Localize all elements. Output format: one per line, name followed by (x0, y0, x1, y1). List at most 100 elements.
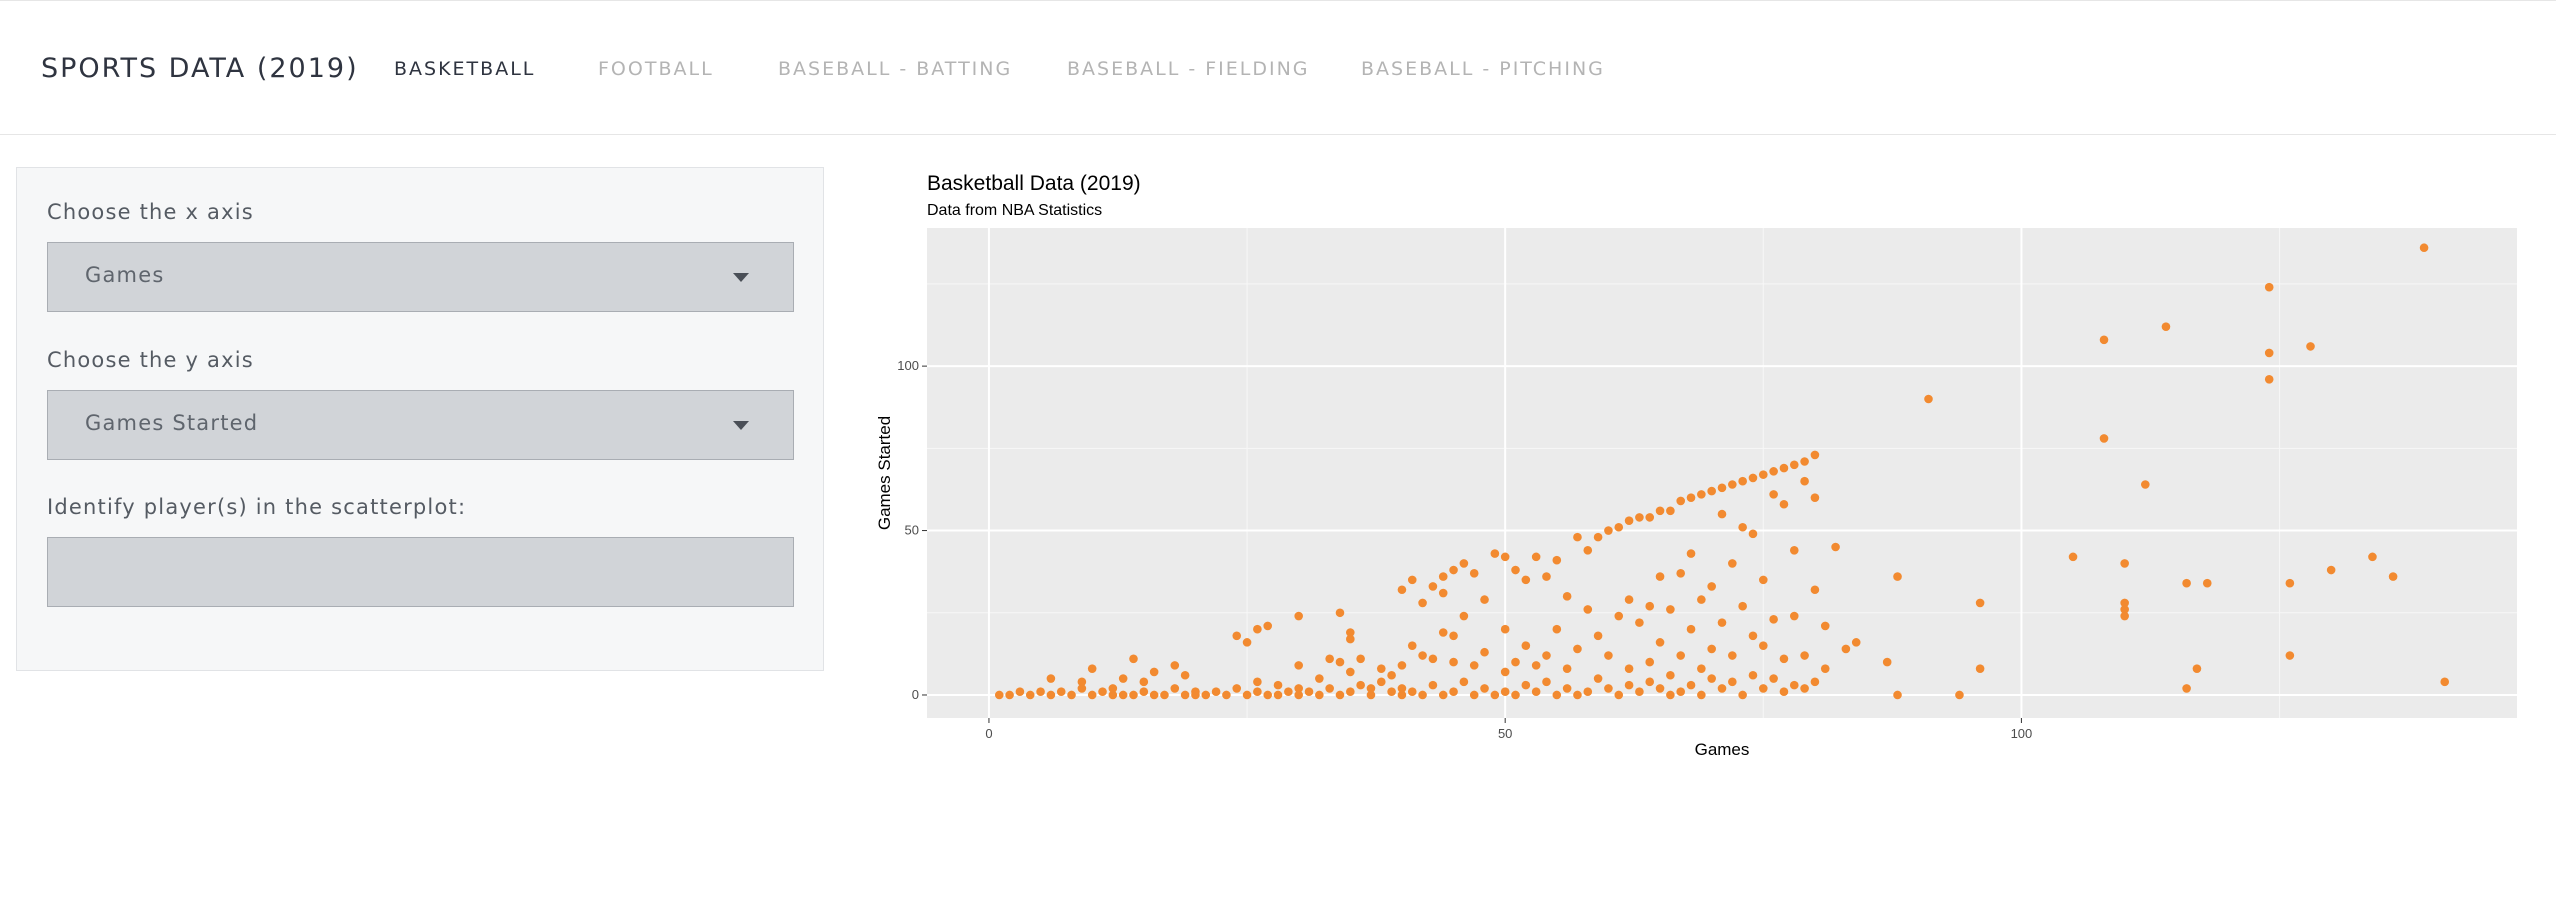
data-point[interactable] (1562, 684, 1572, 693)
data-point[interactable] (1593, 532, 1603, 542)
data-point[interactable] (2099, 434, 2109, 443)
data-point[interactable] (1511, 565, 1520, 575)
data-point[interactable] (2285, 651, 2295, 660)
data-point[interactable] (1583, 545, 1593, 555)
data-point[interactable] (1418, 598, 1427, 608)
data-point[interactable] (1325, 684, 1334, 693)
data-point[interactable] (1655, 506, 1665, 516)
data-point[interactable] (1438, 588, 1448, 598)
data-point[interactable] (1366, 684, 1376, 693)
data-point[interactable] (1593, 674, 1603, 683)
data-point[interactable] (1758, 684, 1768, 693)
data-point[interactable] (1604, 684, 1613, 693)
data-point[interactable] (1728, 677, 1737, 687)
data-point[interactable] (1820, 621, 1830, 631)
y-axis-select[interactable]: Games Started (47, 390, 794, 460)
data-point[interactable] (2285, 578, 2295, 588)
data-point[interactable] (1428, 654, 1438, 664)
data-point[interactable] (1459, 677, 1469, 687)
data-point[interactable] (1407, 575, 1417, 585)
data-point[interactable] (1686, 680, 1696, 690)
data-point[interactable] (2192, 664, 2202, 673)
data-point[interactable] (1118, 690, 1128, 700)
data-point[interactable] (1500, 552, 1510, 562)
data-point[interactable] (1779, 654, 1789, 664)
data-point[interactable] (1748, 529, 1758, 539)
data-point[interactable] (1624, 595, 1634, 604)
data-point[interactable] (2419, 243, 2429, 253)
data-point[interactable] (1697, 690, 1706, 700)
data-point[interactable] (1108, 684, 1118, 693)
data-point[interactable] (2306, 342, 2315, 351)
data-point[interactable] (1428, 680, 1438, 690)
data-point[interactable] (1666, 690, 1675, 700)
data-point[interactable] (1242, 638, 1252, 647)
data-point[interactable] (1542, 572, 1551, 581)
data-point[interactable] (1469, 569, 1479, 578)
data-point[interactable] (1335, 657, 1345, 667)
data-point[interactable] (1480, 647, 1489, 657)
data-point[interactable] (1645, 513, 1655, 522)
data-point[interactable] (1738, 690, 1747, 700)
data-point[interactable] (1129, 654, 1138, 664)
data-point[interactable] (1511, 690, 1520, 700)
data-point[interactable] (1294, 611, 1303, 621)
data-point[interactable] (2099, 335, 2109, 345)
data-point[interactable] (1418, 690, 1427, 700)
data-point[interactable] (1149, 690, 1159, 700)
data-point[interactable] (1356, 654, 1365, 664)
data-point[interactable] (1438, 572, 1448, 581)
data-point[interactable] (1511, 657, 1520, 667)
data-point[interactable] (1397, 585, 1407, 595)
data-point[interactable] (1635, 618, 1644, 627)
data-point[interactable] (1356, 680, 1365, 690)
data-point[interactable] (1273, 680, 1283, 690)
data-point[interactable] (1521, 575, 1531, 585)
data-point[interactable] (1542, 651, 1551, 660)
data-point[interactable] (1810, 493, 1820, 502)
data-point[interactable] (2440, 677, 2450, 687)
data-point[interactable] (1335, 608, 1345, 618)
data-point[interactable] (1614, 522, 1624, 532)
data-point[interactable] (1893, 572, 1902, 581)
data-point[interactable] (1552, 624, 1562, 634)
data-point[interactable] (1769, 615, 1778, 624)
identify-players-input[interactable] (48, 538, 793, 606)
data-point[interactable] (1366, 690, 1376, 700)
data-point[interactable] (1789, 611, 1799, 621)
data-point[interactable] (1376, 664, 1386, 673)
data-point[interactable] (1717, 483, 1727, 493)
data-point[interactable] (1087, 664, 1097, 673)
data-point[interactable] (1459, 611, 1469, 621)
scatterplot[interactable]: Basketball Data (2019) Data from NBA Sta… (870, 160, 2530, 760)
data-point[interactable] (1387, 670, 1396, 680)
data-point[interactable] (1170, 661, 1180, 670)
data-point[interactable] (2120, 598, 2129, 608)
data-point[interactable] (1056, 687, 1066, 696)
data-point[interactable] (1552, 690, 1562, 700)
data-point[interactable] (1015, 687, 1025, 696)
data-point[interactable] (1490, 690, 1500, 700)
data-point[interactable] (1500, 687, 1510, 696)
data-point[interactable] (2202, 578, 2212, 588)
data-point[interactable] (1758, 641, 1768, 650)
data-point[interactable] (1191, 687, 1200, 696)
data-point[interactable] (1469, 690, 1479, 700)
data-point[interactable] (1851, 638, 1861, 647)
data-point[interactable] (1779, 499, 1789, 509)
data-point[interactable] (1521, 641, 1531, 650)
data-point[interactable] (1573, 690, 1582, 700)
data-point[interactable] (1490, 549, 1500, 558)
data-point[interactable] (1738, 522, 1747, 532)
data-point[interactable] (2326, 565, 2336, 575)
data-point[interactable] (1666, 506, 1675, 516)
data-point[interactable] (1180, 690, 1190, 700)
data-point[interactable] (1531, 661, 1541, 670)
data-point[interactable] (2068, 552, 2078, 562)
data-point[interactable] (1820, 664, 1830, 673)
data-point[interactable] (1428, 582, 1438, 591)
data-point[interactable] (1676, 687, 1686, 696)
data-point[interactable] (1407, 641, 1417, 650)
data-point[interactable] (2182, 684, 2191, 693)
data-point[interactable] (1655, 638, 1665, 647)
